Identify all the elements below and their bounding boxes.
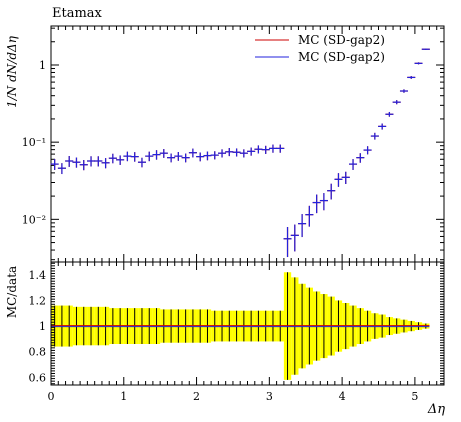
x-axis-label: Δη: [427, 402, 445, 417]
ratio-y-axis: 0.6 0.8 1 1.2 1.4: [29, 262, 444, 384]
ratio-x-axis: 0 1 2 3 4 5: [48, 262, 445, 403]
ratio-y-tick-label: 0.6: [29, 371, 47, 384]
x-tick-label: 2: [193, 390, 200, 403]
ratio-y-tick-label: 1: [39, 320, 46, 333]
legend: MC (SD-gap2) MC (SD-gap2): [255, 33, 385, 64]
ratio-data-points: [51, 325, 430, 328]
x-tick-label: 1: [120, 390, 127, 403]
main-y-tick-label: 1: [39, 59, 46, 72]
chart-title: Etamax: [52, 6, 103, 21]
ratio-y-tick-label: 1.2: [29, 294, 47, 307]
main-x-axis-ticks: [50, 26, 445, 262]
x-tick-label: 0: [48, 390, 55, 403]
ratio-y-axis-label: MC/data: [5, 266, 19, 318]
legend-label-red: MC (SD-gap2): [298, 33, 385, 47]
main-data-points: [50, 48, 430, 258]
main-y-tick-label: 10⁻²: [22, 213, 46, 226]
x-tick-label: 5: [411, 390, 418, 403]
main-y-tick-label: 10⁻¹: [22, 136, 46, 149]
x-tick-label: 4: [339, 390, 346, 403]
legend-label-blue: MC (SD-gap2): [298, 50, 385, 64]
main-y-axis-label: 1/N dN/dΔη: [5, 35, 19, 108]
ratio-panel: 0.6 0.8 1 1.2 1.4 0 1 2 3 4 5 MC/data Δη: [5, 261, 445, 417]
main-panel-frame: [50, 25, 445, 263]
x-tick-label: 3: [266, 390, 273, 403]
main-panel: 1 10⁻¹ 10⁻² MC (SD-gap2) MC (SD-gap2) 1/N …: [5, 25, 445, 263]
ratio-y-tick-label: 0.8: [29, 346, 47, 359]
ratio-y-tick-label: 1.4: [29, 269, 47, 282]
